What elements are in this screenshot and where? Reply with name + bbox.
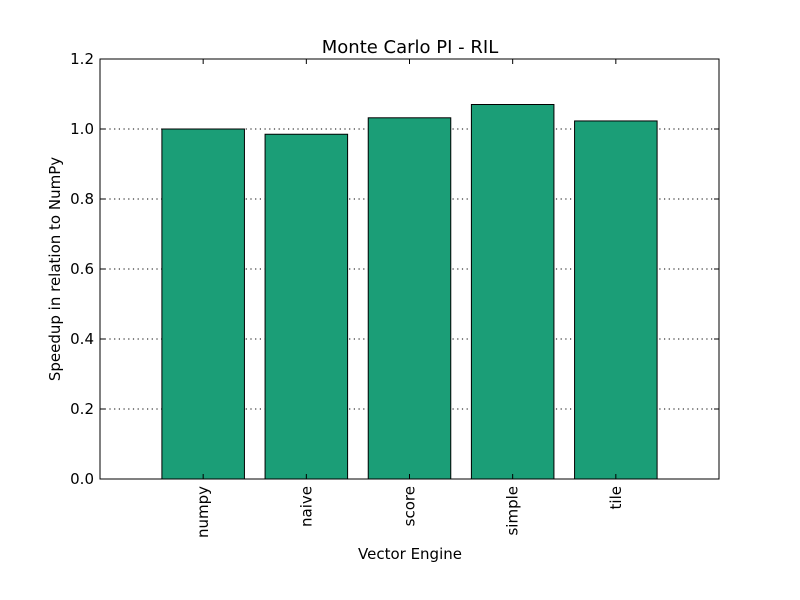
chart-title: Monte Carlo PI - RIL [322,37,498,58]
y-tick-label: 0.2 [70,400,94,418]
x-axis-label: Vector Engine [358,545,462,563]
x-tick-label-score: score [401,486,419,526]
bar-tile [574,120,658,480]
bar-naive [264,133,349,480]
y-tick-label: 0.8 [70,190,94,208]
x-tick-label-simple: simple [504,486,522,536]
x-tick-label-tile: tile [607,486,625,509]
y-tick-label: 0.0 [70,470,94,488]
y-tick-label: 0.4 [70,330,94,348]
x-tick-label-naive: naive [297,486,315,527]
y-tick-label: 1.2 [70,50,94,68]
plot-frame [99,58,720,480]
x-tick-label-numpy: numpy [194,486,212,538]
y-axis-label: Speedup in relation to NumPy [46,157,64,381]
bar-simple [470,104,555,480]
bars [161,104,658,480]
bar-score [367,117,452,480]
bar-numpy [161,128,245,480]
y-tick-label: 1.0 [70,120,94,138]
y-tick-label: 0.6 [70,260,94,278]
